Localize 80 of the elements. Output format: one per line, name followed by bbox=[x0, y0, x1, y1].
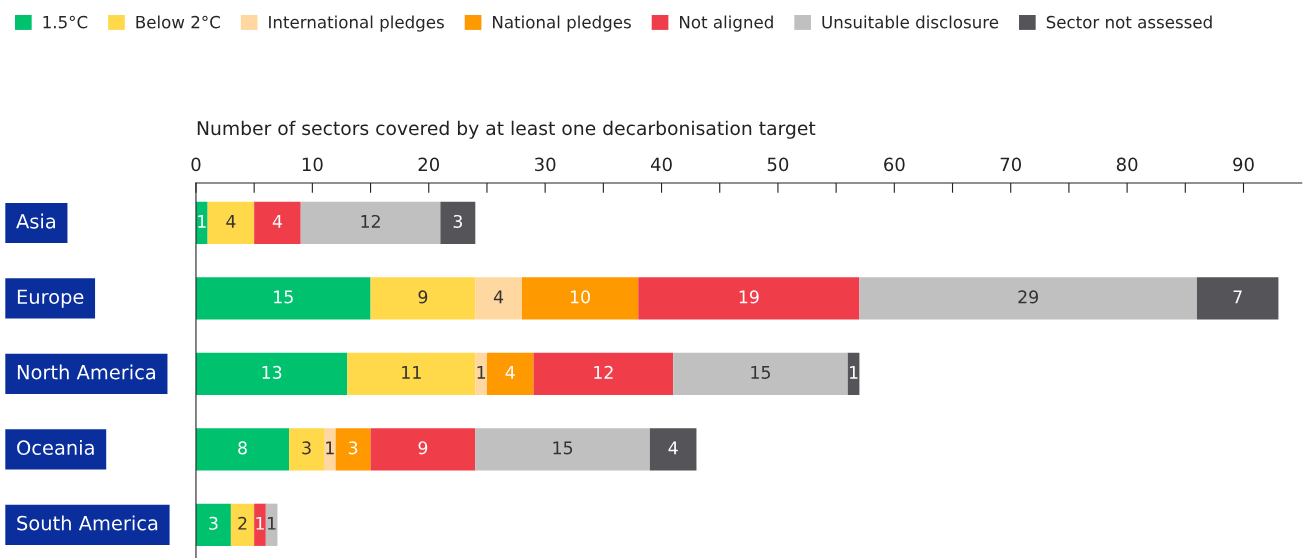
data-label: 3 bbox=[453, 214, 462, 229]
x-tick-label: 80 bbox=[1116, 157, 1138, 172]
x-tick-label: 0 bbox=[191, 157, 201, 172]
bar bbox=[335, 428, 371, 471]
x-tick-label: 40 bbox=[650, 157, 672, 172]
bar bbox=[475, 277, 522, 320]
bar bbox=[195, 277, 371, 320]
bar bbox=[347, 352, 476, 396]
data-label: 1 bbox=[326, 441, 334, 455]
y-tick-label: North America bbox=[17, 364, 156, 380]
x-tick-label: 90 bbox=[1233, 157, 1254, 172]
bar bbox=[673, 352, 848, 396]
data-label: 4 bbox=[668, 441, 678, 455]
bar bbox=[300, 201, 441, 245]
legend-label: 1.5°C bbox=[43, 15, 88, 29]
data-label: 1 bbox=[256, 516, 264, 530]
bar bbox=[475, 428, 650, 471]
legend-label: National pledges bbox=[493, 15, 631, 32]
legend-label: International pledges bbox=[269, 15, 444, 32]
data-label: 15 bbox=[274, 290, 293, 304]
data-label: 3 bbox=[209, 516, 218, 530]
bar bbox=[207, 201, 255, 245]
data-label: 1 bbox=[198, 215, 206, 228]
x-tick-label: 10 bbox=[302, 157, 323, 172]
data-label: 13 bbox=[262, 365, 282, 379]
data-label: 4 bbox=[505, 366, 515, 379]
data-label: 1 bbox=[268, 516, 276, 530]
data-label: 1 bbox=[477, 366, 486, 379]
x-tick-label: 50 bbox=[767, 157, 789, 172]
data-label: 9 bbox=[418, 290, 428, 304]
x-tick-label: 20 bbox=[418, 157, 440, 172]
data-label: 8 bbox=[238, 441, 247, 455]
x-tick-label: 30 bbox=[535, 157, 556, 172]
bar bbox=[475, 352, 487, 396]
bar bbox=[289, 428, 324, 471]
bar bbox=[254, 201, 301, 245]
data-label: 19 bbox=[739, 290, 759, 304]
data-label: 4 bbox=[272, 215, 282, 228]
bar bbox=[533, 352, 674, 396]
data-label: 1 bbox=[849, 366, 858, 379]
bar bbox=[859, 277, 1197, 320]
bar bbox=[370, 277, 476, 320]
bar bbox=[486, 352, 534, 396]
legend-label: Unsuitable disclosure bbox=[822, 15, 999, 29]
bar bbox=[521, 277, 639, 320]
data-label: 29 bbox=[1018, 290, 1038, 304]
data-label: 3 bbox=[302, 441, 311, 455]
bar bbox=[195, 352, 348, 396]
bar bbox=[195, 428, 290, 471]
y-tick-label: Asia bbox=[16, 213, 55, 229]
bar bbox=[195, 503, 231, 546]
data-label: 4 bbox=[493, 290, 504, 304]
bar bbox=[254, 503, 266, 546]
data-label: 7 bbox=[1233, 290, 1242, 304]
data-label: 4 bbox=[226, 215, 236, 228]
legend-label: Below 2°C bbox=[136, 15, 220, 29]
data-label: 15 bbox=[553, 441, 573, 455]
data-label: 9 bbox=[418, 441, 428, 455]
bar bbox=[370, 428, 476, 471]
x-tick-label: 60 bbox=[884, 157, 905, 172]
legend-label: Not aligned bbox=[680, 15, 773, 32]
bar bbox=[230, 503, 255, 546]
x-tick-label: 70 bbox=[1000, 157, 1022, 172]
data-label: 10 bbox=[570, 290, 590, 304]
y-tick-label: South America bbox=[17, 515, 158, 531]
data-label: 11 bbox=[402, 366, 421, 379]
x-axis-title: Number of sectors covered by at least one decarbonisation target bbox=[197, 120, 816, 139]
data-label: 3 bbox=[348, 441, 358, 455]
legend-label: Sector not assessed bbox=[1046, 15, 1212, 29]
bar bbox=[324, 428, 336, 471]
data-label: 12 bbox=[361, 214, 380, 228]
data-label: 12 bbox=[594, 365, 613, 379]
bar bbox=[1196, 277, 1279, 320]
bar bbox=[440, 201, 476, 245]
y-tick-label: Europe bbox=[17, 289, 84, 308]
bar bbox=[638, 277, 860, 320]
y-tick-label: Oceania bbox=[17, 439, 94, 455]
data-label: 15 bbox=[751, 366, 770, 379]
data-label: 2 bbox=[238, 516, 247, 530]
bar bbox=[649, 428, 697, 471]
